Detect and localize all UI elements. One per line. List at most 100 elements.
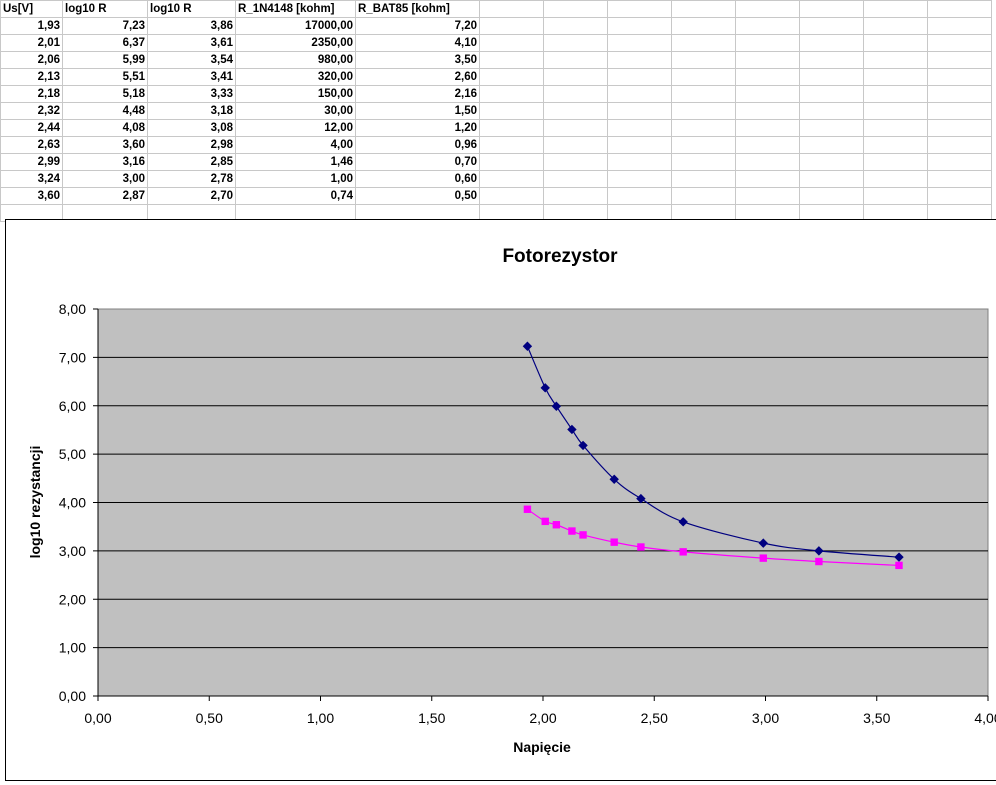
empty-cell[interactable] [799,187,864,205]
empty-cell[interactable] [927,187,992,205]
data-point[interactable] [522,341,533,351]
header-cell[interactable]: log10 R [62,0,148,18]
data-cell[interactable]: 3,60 [62,136,148,154]
empty-cell[interactable] [607,187,672,205]
empty-cell[interactable] [479,119,544,137]
data-point[interactable] [578,440,588,451]
empty-cell[interactable] [799,136,864,154]
data-cell[interactable]: 7,23 [62,17,148,35]
data-cell[interactable]: 2,18 [0,85,63,103]
data-point[interactable] [815,557,823,566]
empty-cell[interactable] [671,34,736,52]
data-point[interactable] [568,527,576,535]
empty-cell[interactable] [735,136,800,154]
data-point[interactable] [758,538,768,548]
data-point[interactable] [678,517,688,527]
empty-cell[interactable] [863,153,928,171]
empty-cell[interactable] [479,0,544,18]
empty-cell[interactable] [735,34,800,52]
empty-cell[interactable] [607,119,672,137]
empty-cell[interactable] [799,17,864,35]
empty-cell[interactable] [927,119,992,137]
data-cell[interactable]: 0,70 [355,153,480,171]
empty-cell[interactable] [479,153,544,171]
data-cell[interactable]: 3,24 [0,170,63,188]
header-cell[interactable]: log10 R [147,0,236,18]
data-cell[interactable]: 3,00 [62,170,148,188]
data-point[interactable] [679,548,687,556]
data-point[interactable] [567,424,577,435]
empty-cell[interactable] [543,102,608,120]
empty-cell[interactable] [671,136,736,154]
empty-cell[interactable] [671,102,736,120]
empty-cell[interactable] [543,85,608,103]
empty-cell[interactable] [927,17,992,35]
empty-cell[interactable] [799,0,864,18]
data-cell[interactable]: 2,87 [62,187,148,205]
empty-cell[interactable] [543,136,608,154]
empty-cell[interactable] [543,68,608,86]
empty-cell[interactable] [799,170,864,188]
data-cell[interactable]: 0,60 [355,170,480,188]
data-cell[interactable]: 3,08 [147,119,236,137]
empty-cell[interactable] [927,102,992,120]
empty-cell[interactable] [927,68,992,86]
data-cell[interactable]: 2,70 [147,187,236,205]
empty-cell[interactable] [927,34,992,52]
empty-cell[interactable] [927,51,992,69]
empty-cell[interactable] [479,102,544,120]
empty-cell[interactable] [671,119,736,137]
empty-cell[interactable] [671,187,736,205]
data-cell[interactable]: 2,32 [0,102,63,120]
data-cell[interactable]: 0,96 [355,136,480,154]
data-cell[interactable]: 320,00 [235,68,356,86]
empty-cell[interactable] [927,153,992,171]
empty-cell[interactable] [863,102,928,120]
data-cell[interactable]: 3,16 [62,153,148,171]
empty-cell[interactable] [863,34,928,52]
data-point[interactable] [552,521,561,529]
empty-cell[interactable] [607,136,672,154]
data-cell[interactable]: 2,99 [0,153,63,171]
data-point[interactable] [610,538,618,546]
empty-cell[interactable] [799,153,864,171]
data-cell[interactable]: 1,20 [355,119,480,137]
data-point[interactable] [759,554,767,562]
empty-cell[interactable] [543,51,608,69]
data-cell[interactable]: 5,18 [62,85,148,103]
data-cell[interactable]: 2,44 [0,119,63,137]
empty-cell[interactable] [863,119,928,137]
empty-cell[interactable] [671,17,736,35]
empty-cell[interactable] [671,170,736,188]
empty-cell[interactable] [607,68,672,86]
data-cell[interactable]: 1,00 [235,170,356,188]
data-cell[interactable]: 12,00 [235,119,356,137]
data-cell[interactable]: 5,51 [62,68,148,86]
empty-cell[interactable] [479,170,544,188]
empty-cell[interactable] [671,51,736,69]
empty-cell[interactable] [607,153,672,171]
data-point[interactable] [636,493,646,504]
data-cell[interactable]: 2,60 [355,68,480,86]
data-point[interactable] [541,517,549,526]
empty-cell[interactable] [927,136,992,154]
empty-cell[interactable] [927,170,992,188]
empty-cell[interactable] [735,0,800,18]
empty-cell[interactable] [479,68,544,86]
data-cell[interactable]: 2,98 [147,136,236,154]
data-cell[interactable]: 4,48 [62,102,148,120]
data-cell[interactable]: 17000,00 [235,17,356,35]
data-cell[interactable]: 980,00 [235,51,356,69]
data-cell[interactable]: 1,46 [235,153,356,171]
header-cell[interactable]: Us[V] [0,0,63,18]
empty-cell[interactable] [671,68,736,86]
data-cell[interactable]: 2,06 [0,51,63,69]
data-point[interactable] [895,561,903,570]
data-cell[interactable]: 3,33 [147,85,236,103]
empty-cell[interactable] [863,68,928,86]
data-cell[interactable]: 2,01 [0,34,63,52]
data-point[interactable] [637,543,645,551]
empty-cell[interactable] [671,0,736,18]
empty-cell[interactable] [799,34,864,52]
data-cell[interactable]: 150,00 [235,85,356,103]
